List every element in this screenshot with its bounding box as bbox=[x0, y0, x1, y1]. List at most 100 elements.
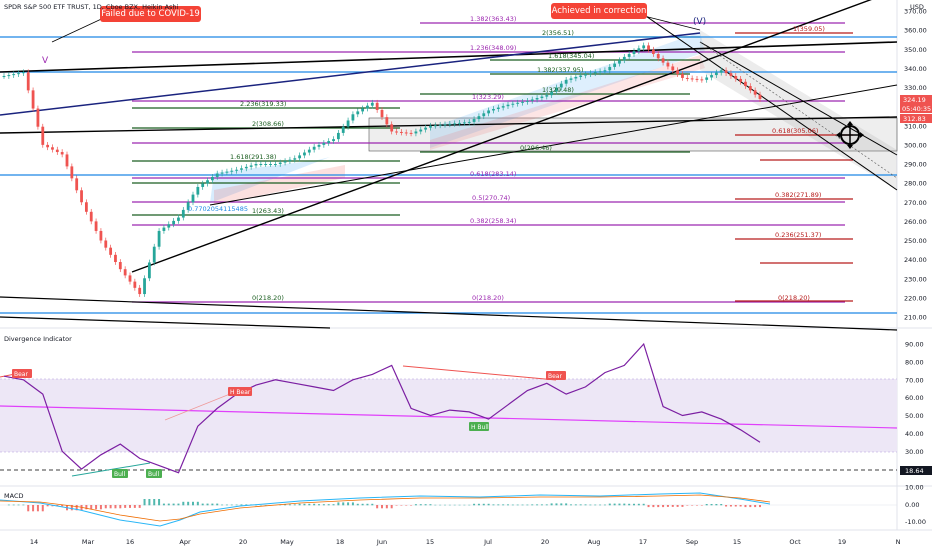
candle bbox=[404, 132, 408, 134]
macd-bar bbox=[133, 505, 136, 508]
candle bbox=[753, 90, 757, 95]
candle bbox=[2, 76, 6, 78]
target-crosshair-icon[interactable] bbox=[836, 121, 864, 149]
candle bbox=[685, 77, 689, 79]
candle bbox=[147, 262, 151, 279]
candle bbox=[99, 230, 103, 241]
macd-bar bbox=[182, 501, 185, 506]
candle bbox=[593, 72, 597, 74]
macd-bar bbox=[734, 505, 737, 507]
macd-bar bbox=[351, 502, 354, 506]
osc-trend-line bbox=[0, 405, 898, 429]
fib-label: 2(356.51) bbox=[542, 29, 574, 37]
macd-bar bbox=[429, 504, 432, 506]
fib-label-group: 1.382(363.43) 1(359.05) 2(356.51) 1.236(… bbox=[188, 15, 825, 302]
candle bbox=[356, 111, 360, 115]
candle bbox=[123, 269, 127, 276]
candle bbox=[569, 78, 573, 80]
macd-bar bbox=[463, 504, 466, 506]
macd-axis[interactable]: 0.00 -10.00 bbox=[905, 501, 926, 526]
price-axis[interactable]: 370.00360.00350.00340.00330.00320.00310.… bbox=[904, 8, 927, 322]
candle bbox=[690, 78, 694, 80]
macd-bar bbox=[589, 504, 592, 506]
macd-bar bbox=[366, 503, 369, 506]
candle bbox=[472, 119, 476, 122]
candle bbox=[312, 146, 316, 150]
candle bbox=[157, 230, 161, 247]
macd-bar bbox=[90, 505, 93, 510]
candle bbox=[264, 164, 268, 165]
candle bbox=[739, 78, 743, 82]
candle bbox=[336, 132, 340, 140]
candle bbox=[152, 246, 156, 263]
fib-label: 0.7702054115485 bbox=[188, 205, 248, 213]
macd-bar bbox=[172, 503, 175, 506]
time-tick-label: Jul bbox=[483, 538, 492, 546]
candle bbox=[516, 102, 520, 104]
macd-bar bbox=[41, 505, 44, 512]
fib-label: 0.618(305.06) bbox=[772, 127, 818, 135]
candle bbox=[220, 172, 224, 174]
callout-text: Failed due to COVID-19 bbox=[101, 9, 200, 19]
candle bbox=[249, 165, 253, 167]
fib-label: 0.382(258.34) bbox=[470, 217, 516, 225]
macd-bar bbox=[700, 505, 703, 506]
candle bbox=[521, 101, 524, 103]
signal-tag: Bear bbox=[546, 371, 566, 380]
candle bbox=[671, 66, 675, 71]
candle bbox=[36, 108, 40, 127]
callout-covid[interactable]: Failed due to COVID-19 bbox=[100, 6, 201, 22]
candle bbox=[540, 96, 544, 99]
candle bbox=[341, 126, 345, 133]
macd-bar bbox=[686, 505, 689, 506]
candle bbox=[167, 224, 171, 228]
candle bbox=[12, 74, 16, 76]
macd-bar bbox=[492, 504, 495, 506]
candle bbox=[215, 173, 219, 177]
time-tick-label: N bbox=[896, 538, 901, 546]
candle bbox=[89, 211, 93, 222]
macd-bar bbox=[521, 504, 524, 506]
osc-tick-label: 60.00 bbox=[905, 394, 924, 402]
macd-bar bbox=[555, 503, 558, 506]
macd-title: MACD bbox=[4, 492, 23, 500]
candle bbox=[380, 109, 384, 118]
candle bbox=[482, 113, 486, 117]
macd-bar bbox=[666, 505, 669, 507]
macd-bar bbox=[754, 505, 757, 508]
macd-bar bbox=[245, 504, 248, 506]
divergence-title: Divergence Indicator bbox=[4, 335, 72, 343]
macd-bar bbox=[584, 504, 587, 506]
candle bbox=[75, 178, 79, 191]
divergence-line bbox=[71, 462, 151, 477]
time-axis[interactable]: 14 Mar 16 Apr 20 May 18 Jun 15 Jul 20 Aug 17 Sep 15 Oct… bbox=[30, 538, 901, 546]
osc-tick-label: 80.00 bbox=[905, 358, 924, 366]
price-tick-label: 280.00 bbox=[904, 180, 927, 188]
divergence-line bbox=[164, 393, 231, 421]
candle bbox=[235, 169, 239, 171]
candle bbox=[55, 149, 59, 153]
signal-tag: Bull bbox=[112, 469, 128, 478]
candle bbox=[259, 164, 263, 165]
macd-bar bbox=[129, 505, 131, 508]
candle bbox=[647, 45, 650, 50]
macd-bar bbox=[361, 503, 364, 506]
macd-bar bbox=[468, 504, 471, 506]
candle bbox=[511, 103, 515, 105]
macd-bar bbox=[318, 504, 320, 506]
callout-correction[interactable]: Achieved in correction bbox=[551, 3, 647, 19]
candle bbox=[443, 124, 447, 126]
macd-bar bbox=[434, 504, 437, 506]
macd-bar bbox=[579, 504, 582, 506]
price-tick-label: 220.00 bbox=[904, 294, 927, 302]
macd-bar bbox=[749, 505, 752, 508]
macd-bar bbox=[507, 504, 509, 506]
osc-tick-label: 10.00 bbox=[905, 484, 924, 492]
candle bbox=[307, 149, 311, 153]
price-badge: 324.19 bbox=[900, 95, 932, 104]
macd-bar bbox=[390, 505, 393, 509]
candle bbox=[254, 164, 258, 166]
macd-bar bbox=[439, 504, 442, 506]
candle bbox=[453, 123, 457, 125]
